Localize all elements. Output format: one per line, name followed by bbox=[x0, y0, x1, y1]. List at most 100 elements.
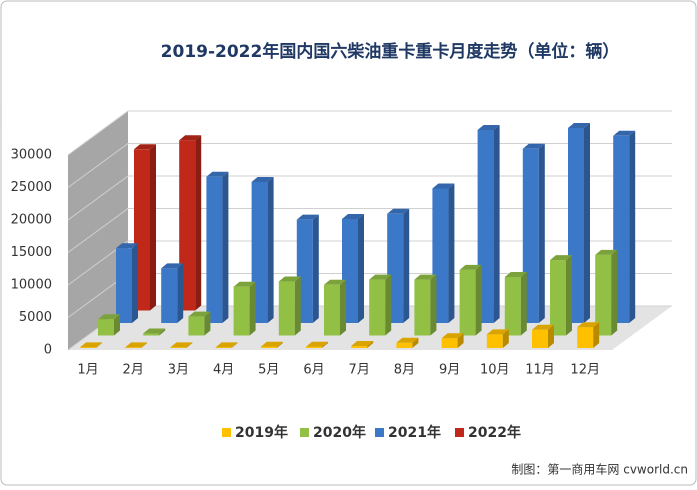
bar-side bbox=[385, 274, 392, 336]
bar bbox=[532, 324, 554, 348]
bar-side bbox=[267, 176, 274, 323]
bar bbox=[504, 272, 527, 336]
bar-top bbox=[595, 249, 618, 255]
legend-label: 2022年 bbox=[468, 424, 521, 441]
bar-front bbox=[98, 319, 114, 336]
bar-front bbox=[324, 284, 340, 336]
bar-top bbox=[306, 341, 328, 347]
legend-swatch bbox=[300, 428, 309, 437]
bar-front bbox=[206, 176, 223, 323]
bar-front bbox=[369, 279, 386, 336]
y-tick-label: 0 bbox=[44, 343, 52, 358]
bar-side bbox=[276, 341, 283, 348]
bar-front bbox=[459, 269, 476, 336]
bar-top bbox=[278, 276, 301, 282]
x-tick-label: 8月 bbox=[394, 363, 415, 378]
bar bbox=[215, 342, 238, 348]
bar-front bbox=[396, 342, 413, 348]
bar-side bbox=[593, 322, 600, 348]
x-tick-label: 1月 bbox=[77, 363, 98, 378]
bar bbox=[369, 274, 392, 336]
bar-top bbox=[260, 341, 283, 347]
x-tick-label: 4月 bbox=[213, 363, 234, 378]
bar bbox=[116, 243, 138, 323]
bar-front bbox=[143, 333, 160, 336]
bar bbox=[306, 341, 328, 348]
bar-front bbox=[306, 346, 322, 348]
bar-front bbox=[260, 346, 277, 348]
bar-top bbox=[188, 311, 211, 317]
grid-line bbox=[67, 110, 672, 156]
bar-front bbox=[550, 260, 566, 336]
bar-side bbox=[493, 124, 500, 323]
bar-front bbox=[188, 316, 205, 336]
bar-front bbox=[486, 334, 503, 348]
bar-side bbox=[312, 214, 319, 323]
bar-top bbox=[369, 274, 392, 280]
bar-top bbox=[206, 171, 229, 177]
bar-top bbox=[251, 176, 274, 182]
bar-front bbox=[125, 347, 142, 348]
bar bbox=[396, 337, 419, 348]
bar-top bbox=[396, 337, 419, 343]
bar-front bbox=[233, 286, 250, 336]
bar bbox=[143, 328, 166, 336]
bar bbox=[125, 342, 148, 348]
legend-swatch bbox=[222, 428, 231, 437]
bar-top bbox=[351, 341, 374, 347]
bar-side bbox=[629, 130, 636, 323]
legend-label: 2019年 bbox=[235, 424, 288, 441]
bar-top bbox=[296, 214, 319, 220]
bar bbox=[98, 314, 120, 336]
x-tick-label: 2月 bbox=[123, 363, 144, 378]
bar-top bbox=[459, 264, 482, 270]
y-tick-label: 5000 bbox=[19, 310, 52, 325]
bar-top bbox=[477, 124, 500, 130]
x-tick-label: 12月 bbox=[570, 363, 600, 378]
legend-swatch bbox=[455, 428, 464, 437]
y-tick-label: 25000 bbox=[11, 180, 52, 195]
y-tick-label: 15000 bbox=[11, 245, 52, 260]
x-tick-label: 11月 bbox=[525, 363, 555, 378]
bar bbox=[233, 281, 256, 336]
bar-side bbox=[412, 337, 419, 348]
bar-top bbox=[532, 324, 554, 330]
bar-front bbox=[80, 347, 96, 348]
bar-side bbox=[222, 171, 229, 323]
bar-side bbox=[367, 341, 374, 348]
bar-side bbox=[457, 333, 464, 348]
bar-side bbox=[538, 143, 545, 323]
bar-top bbox=[134, 144, 156, 150]
bar-side bbox=[548, 324, 554, 348]
bar bbox=[278, 276, 301, 336]
bar-top bbox=[324, 279, 346, 285]
bar bbox=[550, 255, 572, 336]
bar-side bbox=[177, 263, 184, 323]
bar-top bbox=[577, 322, 600, 328]
bar-top bbox=[486, 329, 509, 335]
bar-side bbox=[340, 279, 346, 336]
x-tick-label: 5月 bbox=[258, 363, 279, 378]
legend-label: 2021年 bbox=[388, 424, 441, 441]
source-note: 制图：第一商用车网 cvworld.cn bbox=[511, 462, 688, 477]
bar bbox=[577, 322, 600, 348]
bar bbox=[324, 279, 346, 336]
x-tick-label: 10月 bbox=[480, 363, 510, 378]
bar-top bbox=[98, 314, 120, 320]
bar-top bbox=[387, 208, 410, 214]
bar-side bbox=[358, 214, 364, 323]
bar bbox=[260, 341, 283, 348]
bar-top bbox=[342, 214, 364, 219]
bar-top bbox=[441, 333, 464, 339]
bar bbox=[206, 171, 229, 323]
bar-top bbox=[170, 342, 193, 348]
x-tick-label: 9月 bbox=[439, 363, 460, 378]
bar bbox=[80, 342, 102, 348]
legend-label: 2020年 bbox=[313, 424, 366, 441]
bar-side bbox=[322, 341, 328, 348]
bar-side bbox=[502, 329, 509, 348]
bar-top bbox=[550, 255, 572, 261]
bar-top bbox=[215, 342, 238, 348]
bar-top bbox=[125, 342, 148, 348]
bar-front bbox=[504, 277, 521, 336]
